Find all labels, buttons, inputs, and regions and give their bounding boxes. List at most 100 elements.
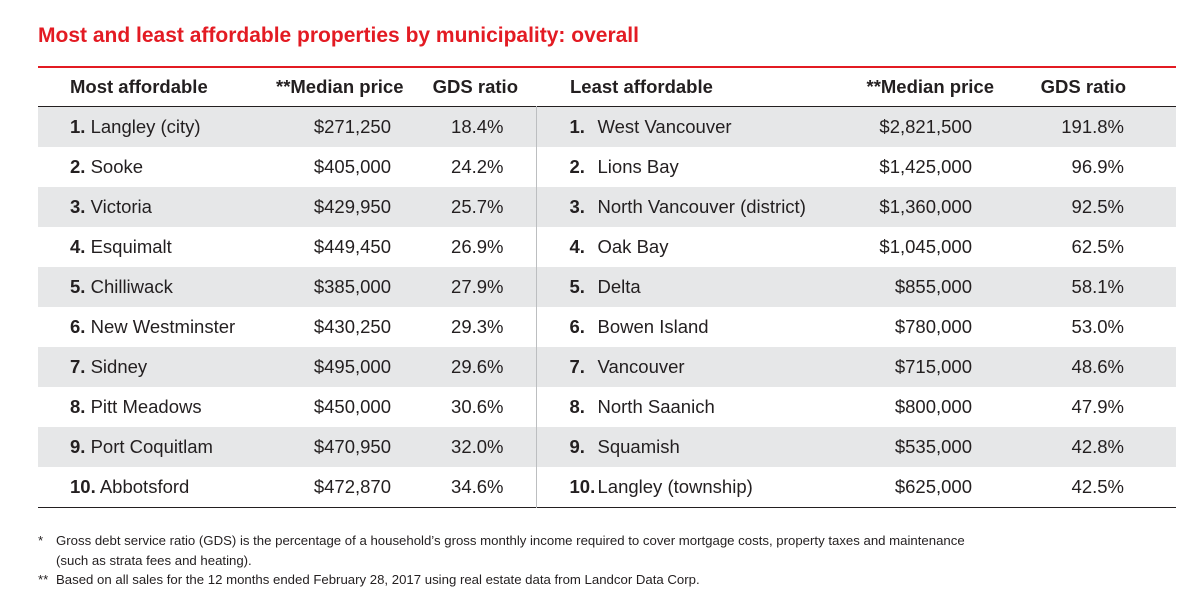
rank-number: 4. — [70, 236, 86, 257]
rank-number: 6. — [569, 316, 585, 337]
median-price-cell: $472,870 — [313, 476, 391, 497]
gds-ratio-cell: 42.8% — [994, 427, 1126, 467]
rank-number: 5. — [70, 276, 86, 297]
rank-number: 8. — [569, 396, 585, 417]
most-affordable-cell: 2. Sooke — [38, 147, 276, 187]
rank-number: 1. — [70, 116, 86, 137]
municipality-name: West Vancouver — [597, 116, 732, 137]
footnote-2-mark: ** — [38, 572, 49, 587]
gds-ratio-cell: 53.0% — [1071, 316, 1124, 337]
table-row: 5. Chilliwack $385,000 27.9% 5. Delta $855,00… — [38, 267, 1176, 307]
municipality-name: North Saanich — [597, 396, 715, 417]
most-affordable-cell: 9. Port Coquitlam — [38, 427, 276, 467]
gds-ratio-cell: 47.9% — [1071, 396, 1124, 417]
median-price-cell: $495,000 — [276, 347, 391, 387]
municipality-name: Squamish — [597, 436, 680, 457]
gds-ratio-cell: 24.2% — [451, 156, 504, 177]
municipality-name: Oak Bay — [597, 236, 669, 257]
rank-number: 8. — [70, 396, 86, 417]
municipality-name: Sidney — [90, 356, 148, 377]
header-spacer — [1126, 68, 1176, 107]
footnote-2-text: Based on all sales for the 12 months end… — [56, 572, 700, 587]
table-row: 10. Abbotsford $472,870 34.6% 10. Langley (t… — [38, 467, 1176, 508]
footnote-1-cont: (such as strata fees and heating). — [38, 551, 1038, 571]
row-spacer — [1126, 267, 1176, 307]
affordability-table: Most affordable **Median price GDS ratio… — [38, 68, 1176, 508]
municipality-name: Abbotsford — [99, 476, 190, 497]
table-row: 3. Victoria $429,950 25.7% 3. North Vancouve… — [38, 187, 1176, 227]
median-price-cell: $1,045,000 — [879, 236, 972, 257]
rank-number: 6. — [70, 316, 86, 337]
footnote-1-text-cont: (such as strata fees and heating). — [56, 552, 252, 568]
median-price-cell: $855,000 — [831, 267, 994, 307]
gds-ratio-cell: 92.5% — [994, 187, 1126, 227]
header-median-price: **Median price — [276, 76, 404, 97]
header-least-affordable: Least affordable — [570, 76, 713, 97]
median-price-cell: $715,000 — [831, 347, 994, 387]
rank-number: 5. — [569, 276, 585, 297]
table-row: 4. Esquimalt $449,450 26.9% 4. Oak Bay $1,045… — [38, 227, 1176, 267]
municipality-name: Delta — [597, 276, 641, 297]
footnote-1: * Gross debt service ratio (GDS) is the … — [38, 531, 1038, 551]
rank-number: 9. — [70, 436, 86, 457]
gds-ratio-cell: 29.3% — [451, 316, 504, 337]
row-spacer — [1126, 227, 1176, 267]
table-row: 6. New Westminster $430,250 29.3% 6. Bowen I… — [38, 307, 1176, 347]
most-affordable-cell: 3. Victoria — [38, 187, 276, 227]
rank-number: 10. — [569, 476, 596, 497]
municipality-name: Lions Bay — [597, 156, 679, 177]
header-gds-ratio-2: GDS ratio — [1040, 76, 1126, 97]
median-price-cell: $1,360,000 — [831, 187, 994, 227]
header-median-price-2: **Median price — [866, 76, 995, 97]
least-affordable-cell: 9. Squamish — [535, 427, 831, 467]
rank-number: 2. — [569, 156, 585, 177]
median-price-cell: $405,000 — [313, 156, 391, 177]
rank-number: 10. — [70, 476, 96, 497]
municipality-name: Port Coquitlam — [90, 436, 213, 457]
table-row: 8. Pitt Meadows $450,000 30.6% 8. North Saan… — [38, 387, 1176, 427]
table-body: 1. Langley (city) $271,250 18.4% 1. West Van… — [38, 106, 1176, 508]
footnote-1-text: Gross debt service ratio (GDS) is the pe… — [56, 533, 965, 548]
table-row: 7. Sidney $495,000 29.6% 7. Vancouver $715,00… — [38, 347, 1176, 387]
table-header-row: Most affordable **Median price GDS ratio… — [38, 68, 1176, 107]
least-affordable-cell: 6. Bowen Island — [535, 307, 831, 347]
most-affordable-cell: 4. Esquimalt — [38, 227, 276, 267]
municipality-name: North Vancouver (district) — [597, 196, 806, 217]
title-rule — [38, 66, 1176, 68]
municipality-name: Langley (city) — [90, 116, 201, 137]
gds-ratio-cell: 62.5% — [1071, 236, 1124, 257]
rank-number: 7. — [569, 356, 585, 377]
median-price-cell: $1,425,000 — [879, 156, 972, 177]
footnote-1-mark: * — [38, 533, 44, 548]
least-affordable-cell: 8. North Saanich — [535, 387, 831, 427]
rank-number: 9. — [569, 436, 585, 457]
least-affordable-cell: 10. Langley (township) — [535, 467, 831, 508]
median-price-cell: $429,950 — [276, 187, 391, 227]
table-row: 9. Port Coquitlam $470,950 32.0% 9. Squamish… — [38, 427, 1176, 467]
median-price-cell: $625,000 — [894, 476, 972, 497]
gds-ratio-cell: 34.6% — [451, 476, 504, 497]
footnote-2: ** Based on all sales for the 12 months … — [38, 570, 1038, 590]
row-spacer — [1126, 106, 1176, 147]
median-price-cell: $800,000 — [894, 396, 972, 417]
header-gds-ratio: GDS ratio — [432, 76, 518, 97]
rank-number: 4. — [569, 236, 585, 257]
rank-number: 3. — [70, 196, 86, 217]
median-price-cell: $780,000 — [894, 316, 972, 337]
municipality-name: Sooke — [90, 156, 144, 177]
gds-ratio-cell: 58.1% — [994, 267, 1126, 307]
least-affordable-cell: 4. Oak Bay — [535, 227, 831, 267]
median-price-cell: $385,000 — [276, 267, 391, 307]
rank-number: 7. — [70, 356, 86, 377]
table-row: 1. Langley (city) $271,250 18.4% 1. West Van… — [38, 106, 1176, 147]
gds-ratio-cell: 29.6% — [391, 347, 536, 387]
median-price-cell: $430,250 — [313, 316, 391, 337]
median-price-cell: $470,950 — [276, 427, 391, 467]
municipality-name: Bowen Island — [597, 316, 709, 337]
row-spacer — [1126, 427, 1176, 467]
most-affordable-cell: 8. Pitt Meadows — [38, 387, 276, 427]
header-most-affordable: Most affordable — [70, 76, 208, 97]
least-affordable-cell: 5. Delta — [535, 267, 831, 307]
table-row: 2. Sooke $405,000 24.2% 2. Lions Bay $1,425,0… — [38, 147, 1176, 187]
least-affordable-cell: 3. North Vancouver (district) — [535, 187, 831, 227]
